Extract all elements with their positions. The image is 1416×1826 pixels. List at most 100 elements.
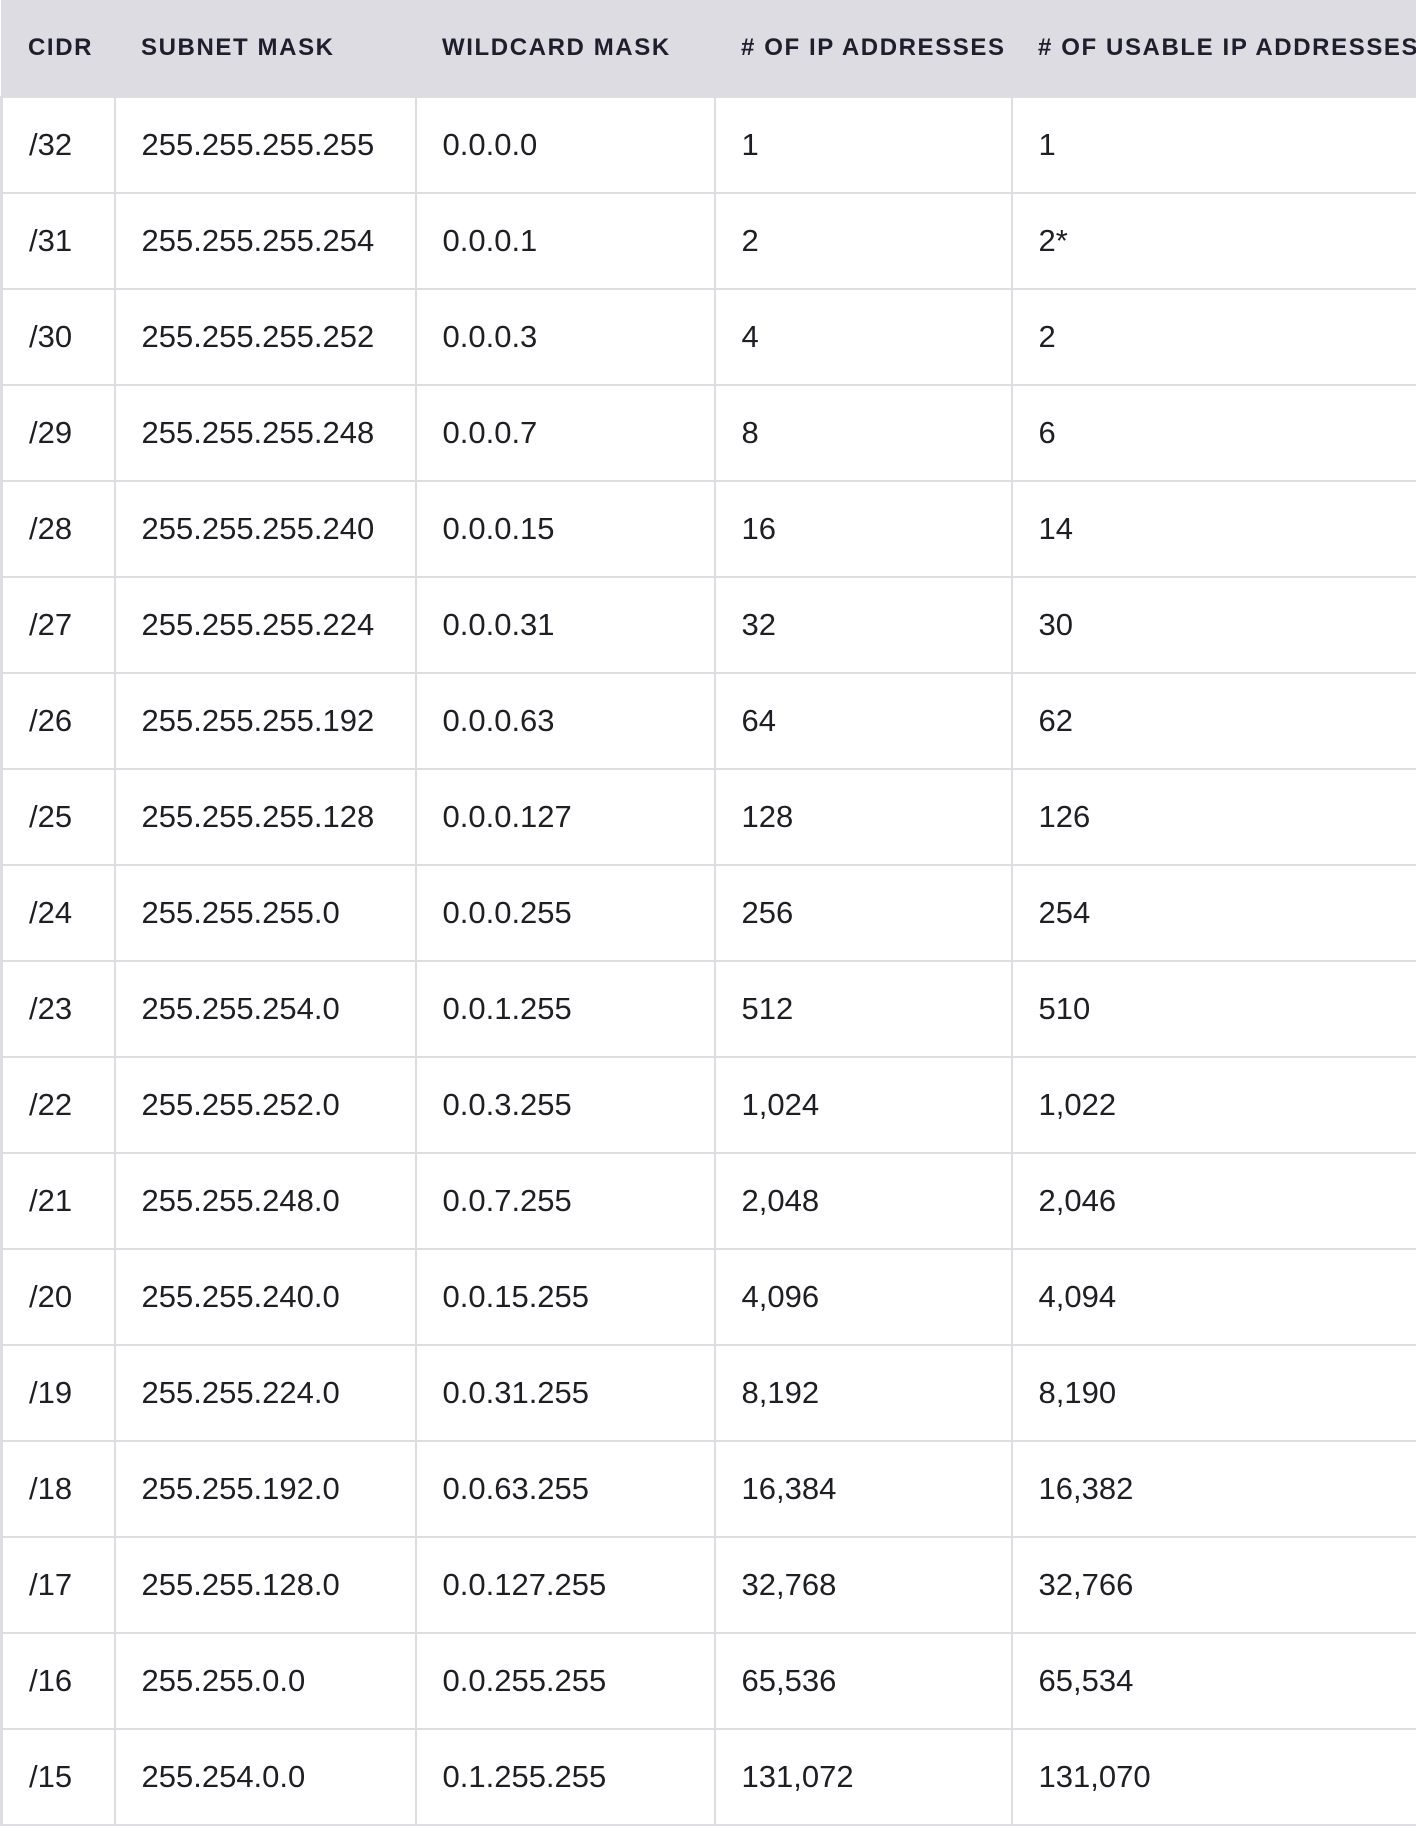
table-row: /32 255.255.255.255 0.0.0.0 1 1: [0, 96, 1416, 194]
cell-subnet-mask: 255.255.255.248: [113, 384, 417, 482]
cell-usable-ip-addresses: 510: [1010, 960, 1416, 1058]
table-row: /17 255.255.128.0 0.0.127.255 32,768 32,766: [0, 1536, 1416, 1634]
cell-ip-addresses: 16,384: [713, 1440, 1013, 1538]
cell-cidr: /26: [0, 672, 116, 770]
cell-wildcard-mask: 0.0.3.255: [414, 1056, 716, 1154]
cell-usable-ip-addresses: 14: [1010, 480, 1416, 578]
cell-cidr: /29: [0, 384, 116, 482]
table-row: /26 255.255.255.192 0.0.0.63 64 62: [0, 672, 1416, 770]
cell-ip-addresses: 256: [713, 864, 1013, 962]
cell-ip-addresses: 8: [713, 384, 1013, 482]
cell-subnet-mask: 255.255.248.0: [113, 1152, 417, 1250]
cell-ip-addresses: 2: [713, 192, 1013, 290]
table-row: /31 255.255.255.254 0.0.0.1 2 2*: [0, 192, 1416, 290]
cell-wildcard-mask: 0.0.1.255: [414, 960, 716, 1058]
cell-wildcard-mask: 0.0.7.255: [414, 1152, 716, 1250]
cell-usable-ip-addresses: 6: [1010, 384, 1416, 482]
cell-ip-addresses: 2,048: [713, 1152, 1013, 1250]
cell-subnet-mask: 255.255.128.0: [113, 1536, 417, 1634]
cell-wildcard-mask: 0.0.0.3: [414, 288, 716, 386]
cell-ip-addresses: 16: [713, 480, 1013, 578]
cell-subnet-mask: 255.255.254.0: [113, 960, 417, 1058]
table-row: /30 255.255.255.252 0.0.0.3 4 2: [0, 288, 1416, 386]
cell-wildcard-mask: 0.0.0.255: [414, 864, 716, 962]
table-row: /15 255.254.0.0 0.1.255.255 131,072 131,070: [0, 1728, 1416, 1826]
cell-wildcard-mask: 0.1.255.255: [414, 1728, 716, 1826]
cell-ip-addresses: 32: [713, 576, 1013, 674]
table-row: /29 255.255.255.248 0.0.0.7 8 6: [0, 384, 1416, 482]
cell-cidr: /21: [0, 1152, 116, 1250]
cell-subnet-mask: 255.255.0.0: [113, 1632, 417, 1730]
cell-ip-addresses: 64: [713, 672, 1013, 770]
cell-wildcard-mask: 0.0.0.15: [414, 480, 716, 578]
cell-cidr: /23: [0, 960, 116, 1058]
header-cidr: CIDR: [1, 0, 115, 97]
cell-usable-ip-addresses: 8,190: [1010, 1344, 1416, 1442]
cell-ip-addresses: 131,072: [713, 1728, 1013, 1826]
cell-usable-ip-addresses: 62: [1010, 672, 1416, 770]
cell-ip-addresses: 8,192: [713, 1344, 1013, 1442]
cell-usable-ip-addresses: 65,534: [1010, 1632, 1416, 1730]
cell-usable-ip-addresses: 1: [1010, 96, 1416, 194]
cell-wildcard-mask: 0.0.0.7: [414, 384, 716, 482]
cell-wildcard-mask: 0.0.127.255: [414, 1536, 716, 1634]
cell-cidr: /16: [0, 1632, 116, 1730]
cell-wildcard-mask: 0.0.15.255: [414, 1248, 716, 1346]
cell-wildcard-mask: 0.0.0.1: [414, 192, 716, 290]
table-row: /28 255.255.255.240 0.0.0.15 16 14: [0, 480, 1416, 578]
table-row: /20 255.255.240.0 0.0.15.255 4,096 4,094: [0, 1248, 1416, 1346]
header-ip-addresses: # OF IP ADDRESSES: [714, 0, 1012, 97]
cell-wildcard-mask: 0.0.0.0: [414, 96, 716, 194]
cell-usable-ip-addresses: 131,070: [1010, 1728, 1416, 1826]
cell-subnet-mask: 255.255.255.128: [113, 768, 417, 866]
cell-subnet-mask: 255.255.255.252: [113, 288, 417, 386]
table-body: /32 255.255.255.255 0.0.0.0 1 1/31 255.255.25…: [0, 96, 1416, 1826]
cell-subnet-mask: 255.255.252.0: [113, 1056, 417, 1154]
cell-subnet-mask: 255.255.255.255: [113, 96, 417, 194]
cell-subnet-mask: 255.255.192.0: [113, 1440, 417, 1538]
cell-wildcard-mask: 0.0.0.31: [414, 576, 716, 674]
cell-subnet-mask: 255.255.240.0: [113, 1248, 417, 1346]
cell-cidr: /24: [0, 864, 116, 962]
cell-ip-addresses: 1,024: [713, 1056, 1013, 1154]
cell-ip-addresses: 4: [713, 288, 1013, 386]
cell-subnet-mask: 255.254.0.0: [113, 1728, 417, 1826]
cell-cidr: /17: [0, 1536, 116, 1634]
cell-usable-ip-addresses: 254: [1010, 864, 1416, 962]
table-header: CIDR SUBNET MASK WILDCARD MASK # OF IP A…: [1, 0, 1416, 97]
header-subnet-mask: SUBNET MASK: [114, 0, 416, 97]
cell-ip-addresses: 4,096: [713, 1248, 1013, 1346]
cell-ip-addresses: 1: [713, 96, 1013, 194]
cell-cidr: /15: [0, 1728, 116, 1826]
cell-cidr: /25: [0, 768, 116, 866]
cell-subnet-mask: 255.255.255.254: [113, 192, 417, 290]
cell-cidr: /22: [0, 1056, 116, 1154]
cell-usable-ip-addresses: 2*: [1010, 192, 1416, 290]
cell-cidr: /20: [0, 1248, 116, 1346]
table-row: /22 255.255.252.0 0.0.3.255 1,024 1,022: [0, 1056, 1416, 1154]
cell-cidr: /31: [0, 192, 116, 290]
cell-cidr: /18: [0, 1440, 116, 1538]
cell-usable-ip-addresses: 126: [1010, 768, 1416, 866]
cell-subnet-mask: 255.255.255.0: [113, 864, 417, 962]
cell-wildcard-mask: 0.0.0.63: [414, 672, 716, 770]
table-row: /25 255.255.255.128 0.0.0.127 128 126: [0, 768, 1416, 866]
cell-subnet-mask: 255.255.255.240: [113, 480, 417, 578]
cell-cidr: /32: [0, 96, 116, 194]
cell-wildcard-mask: 0.0.0.127: [414, 768, 716, 866]
cell-wildcard-mask: 0.0.63.255: [414, 1440, 716, 1538]
cell-subnet-mask: 255.255.255.192: [113, 672, 417, 770]
header-usable-ip-addresses: # OF USABLE IP ADDRESSES: [1011, 0, 1416, 97]
cell-cidr: /27: [0, 576, 116, 674]
cell-usable-ip-addresses: 4,094: [1010, 1248, 1416, 1346]
cell-ip-addresses: 128: [713, 768, 1013, 866]
table-row: /23 255.255.254.0 0.0.1.255 512 510: [0, 960, 1416, 1058]
cell-cidr: /28: [0, 480, 116, 578]
cell-subnet-mask: 255.255.255.224: [113, 576, 417, 674]
table-row: /27 255.255.255.224 0.0.0.31 32 30: [0, 576, 1416, 674]
cell-usable-ip-addresses: 2,046: [1010, 1152, 1416, 1250]
cell-ip-addresses: 32,768: [713, 1536, 1013, 1634]
cell-subnet-mask: 255.255.224.0: [113, 1344, 417, 1442]
cell-ip-addresses: 65,536: [713, 1632, 1013, 1730]
